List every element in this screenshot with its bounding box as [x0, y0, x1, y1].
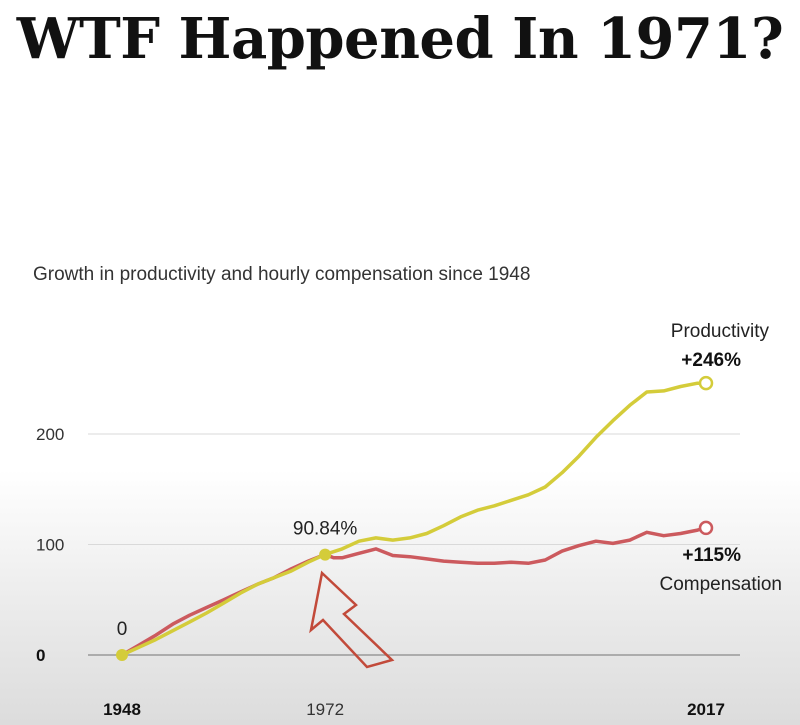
- series-line-compensation: [120, 526, 708, 657]
- x-tick-label-2017: 2017: [687, 700, 725, 719]
- series-value-compensation: +115%: [682, 545, 741, 566]
- series-value-productivity: +246%: [681, 350, 741, 371]
- y-tick-label-200: 200: [36, 425, 64, 444]
- x-tick-label-1948: 1948: [103, 700, 141, 719]
- y-tick-label-0: 0: [36, 646, 45, 665]
- arrow-annotation: [309, 570, 395, 669]
- y-tick-label-100: 100: [36, 536, 64, 555]
- chart-title: Growth in productivity and hourly compen…: [33, 264, 531, 285]
- series-label-compensation: Compensation: [659, 574, 782, 595]
- series-line-productivity: [120, 381, 708, 657]
- point-1972-marker: [319, 548, 332, 561]
- series-end-marker-compensation: [698, 520, 714, 536]
- x-tick-label-1972: 1972: [306, 700, 344, 719]
- series-label-productivity: Productivity: [671, 321, 770, 342]
- series-end-marker-productivity: [698, 375, 714, 391]
- annotation-label-0: 0: [117, 619, 128, 640]
- annotation-label-1: 90.84%: [293, 519, 358, 540]
- headline: WTF Happened In 1971?: [16, 6, 784, 72]
- start-point-marker: [116, 649, 128, 661]
